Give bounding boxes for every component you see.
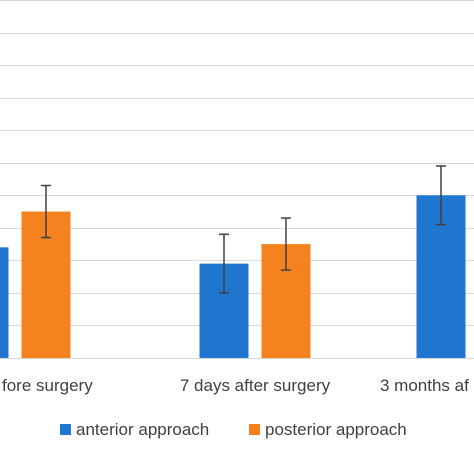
error-bar (281, 217, 291, 271)
legend-item-posterior-approach: posterior approach (249, 420, 407, 439)
legend-label: posterior approach (265, 420, 407, 439)
legend: anterior approach posterior approach (60, 420, 407, 439)
x-tick-label: 3 months af (380, 376, 469, 395)
x-tick-label: fore surgery (2, 376, 93, 395)
x-tick-labels: fore surgery 7 days after surgery 3 months… (2, 376, 469, 395)
bars (0, 195, 466, 358)
error-bar (41, 184, 51, 239)
error-bar (219, 233, 229, 294)
gridlines (0, 0, 474, 326)
legend-label: anterior approach (76, 420, 209, 439)
error-bar (436, 165, 446, 226)
legend-item-anterior-approach: anterior approach (60, 420, 209, 439)
x-tick-label: 7 days after surgery (180, 376, 331, 395)
legend-swatch (60, 424, 71, 435)
legend-swatch (249, 424, 260, 435)
bar-anterior-approach-0 (0, 247, 9, 358)
error-bars (41, 165, 446, 294)
